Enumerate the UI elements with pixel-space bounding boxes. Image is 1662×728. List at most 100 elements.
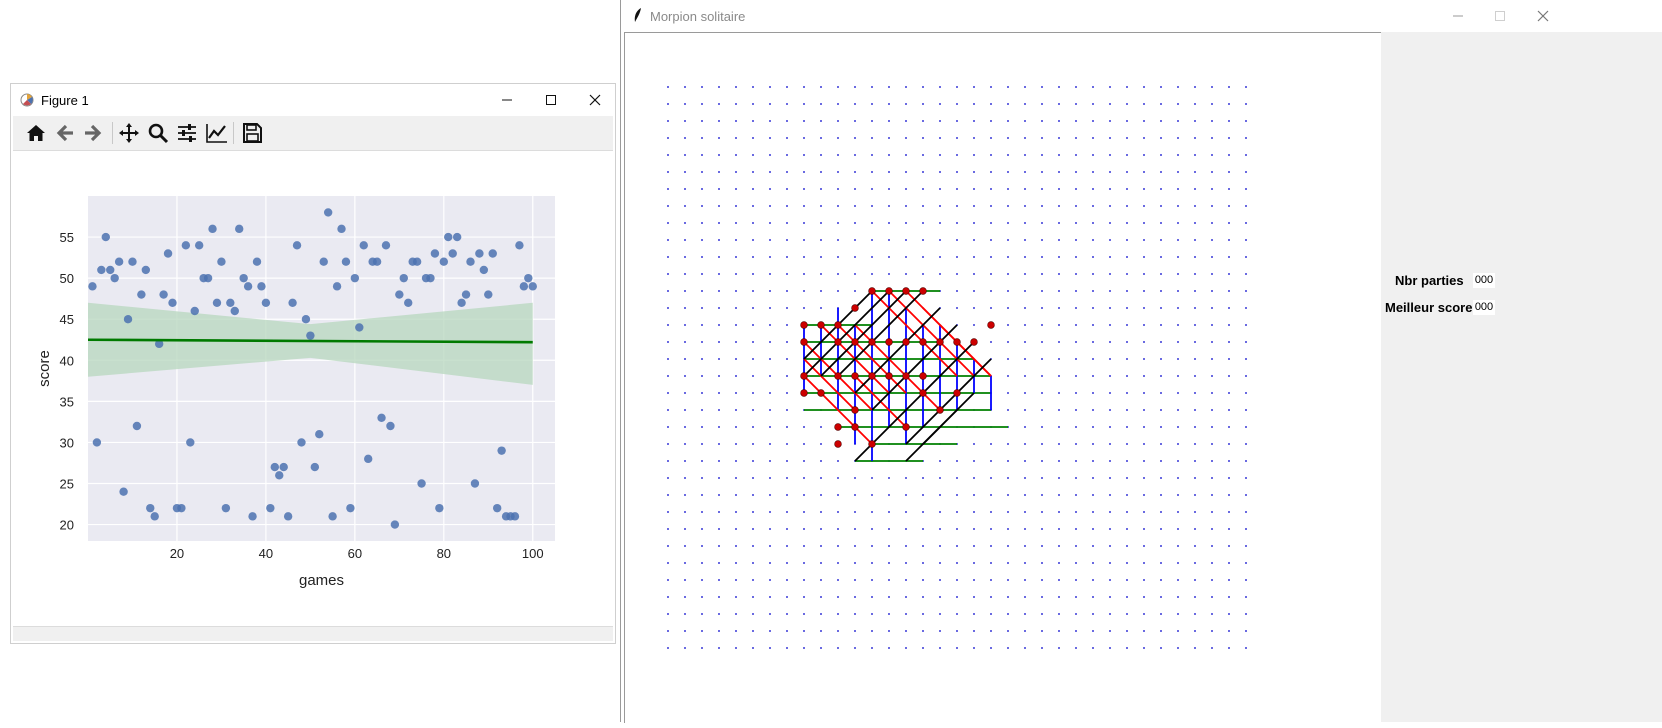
grid-dot bbox=[1194, 647, 1196, 649]
grid-dot bbox=[820, 137, 822, 139]
grid-dot bbox=[939, 460, 941, 462]
grid-dot bbox=[786, 171, 788, 173]
grid-dot bbox=[735, 596, 737, 598]
morpion-titlebar[interactable]: Morpion solitaire bbox=[621, 0, 1662, 32]
grid-dot bbox=[939, 188, 941, 190]
minimize-button[interactable] bbox=[485, 84, 529, 116]
played-point bbox=[800, 372, 808, 380]
grid-dot bbox=[1126, 188, 1128, 190]
figure-canvas[interactable]: 20 40 60 80 100 20 25 30 35 40 45 50 55 games score bbox=[11, 151, 615, 621]
grid-dot bbox=[1024, 137, 1026, 139]
played-point bbox=[800, 389, 808, 397]
close-button[interactable] bbox=[573, 84, 617, 116]
figure-titlebar[interactable]: Figure 1 bbox=[11, 84, 615, 116]
grid-dot bbox=[1058, 324, 1060, 326]
grid-dot bbox=[1024, 562, 1026, 564]
grid-dot bbox=[1160, 137, 1162, 139]
grid-dot bbox=[1092, 460, 1094, 462]
grid-dot bbox=[701, 307, 703, 309]
grid-dot bbox=[1075, 120, 1077, 122]
grid-dot bbox=[1058, 409, 1060, 411]
grid-dot bbox=[786, 630, 788, 632]
home-button[interactable] bbox=[23, 120, 49, 146]
grid-dot bbox=[1160, 290, 1162, 292]
grid-dot bbox=[1177, 239, 1179, 241]
grid-dot bbox=[990, 477, 992, 479]
grid-dot bbox=[1058, 375, 1060, 377]
grid-dot bbox=[1007, 307, 1009, 309]
grid-dot bbox=[667, 154, 669, 156]
grid-dot bbox=[905, 477, 907, 479]
data-point bbox=[359, 241, 368, 250]
grid-dot bbox=[990, 188, 992, 190]
data-point bbox=[319, 257, 328, 266]
grid-dot bbox=[1194, 256, 1196, 258]
grid-dot bbox=[1024, 290, 1026, 292]
played-point bbox=[970, 338, 978, 346]
grid-dot bbox=[871, 545, 873, 547]
pan-button[interactable] bbox=[116, 120, 142, 146]
grid-dot bbox=[990, 562, 992, 564]
grid-dot bbox=[1041, 222, 1043, 224]
data-point bbox=[283, 512, 293, 521]
grid-dot bbox=[820, 494, 822, 496]
played-point bbox=[800, 338, 808, 346]
maximize-button[interactable] bbox=[1478, 0, 1522, 32]
grid-dot bbox=[1109, 443, 1111, 445]
maximize-button[interactable] bbox=[529, 84, 573, 116]
grid-dot bbox=[1126, 256, 1128, 258]
played-point bbox=[936, 406, 944, 414]
morpion-grid[interactable] bbox=[625, 33, 1382, 723]
grid-dot bbox=[1194, 630, 1196, 632]
grid-dot bbox=[1177, 222, 1179, 224]
grid-dot bbox=[735, 256, 737, 258]
grid-dot bbox=[1245, 256, 1247, 258]
close-button[interactable] bbox=[1521, 0, 1565, 32]
grid-dot bbox=[1024, 222, 1026, 224]
grid-dot bbox=[667, 562, 669, 564]
grid-dot bbox=[956, 511, 958, 513]
grid-dot bbox=[1041, 341, 1043, 343]
grid-dot bbox=[735, 630, 737, 632]
back-button[interactable] bbox=[52, 120, 78, 146]
grid-dot bbox=[1058, 579, 1060, 581]
data-point bbox=[239, 273, 248, 283]
game-board[interactable] bbox=[624, 32, 1382, 723]
data-point bbox=[510, 512, 520, 521]
grid-dot bbox=[667, 324, 669, 326]
grid-dot bbox=[701, 511, 703, 513]
grid-dot bbox=[769, 290, 771, 292]
grid-dot bbox=[1211, 120, 1213, 122]
grid-dot bbox=[1245, 596, 1247, 598]
grid-dot bbox=[1245, 528, 1247, 530]
grid-dot bbox=[973, 205, 975, 207]
minimize-button[interactable] bbox=[1436, 0, 1480, 32]
grid-dot bbox=[667, 375, 669, 377]
subplots-button[interactable] bbox=[174, 120, 200, 146]
grid-dot bbox=[905, 103, 907, 105]
data-point bbox=[430, 249, 440, 258]
grid-dot bbox=[1143, 426, 1145, 428]
grid-dot bbox=[701, 443, 703, 445]
forward-button[interactable] bbox=[80, 120, 106, 146]
grid-dot bbox=[1109, 613, 1111, 615]
zoom-button[interactable] bbox=[145, 120, 171, 146]
grid-dot bbox=[1126, 579, 1128, 581]
data-point bbox=[426, 273, 435, 283]
grid-dot bbox=[939, 511, 941, 513]
save-button[interactable] bbox=[239, 120, 265, 146]
grid-dot bbox=[939, 596, 941, 598]
data-point bbox=[466, 257, 475, 266]
data-point bbox=[323, 208, 333, 217]
grid-dot bbox=[922, 239, 924, 241]
grid-dot bbox=[1160, 120, 1162, 122]
grid-dot bbox=[1126, 205, 1128, 207]
grid-dot bbox=[1143, 86, 1145, 88]
grid-dot bbox=[1007, 392, 1009, 394]
grid-dot bbox=[871, 256, 873, 258]
grid-dot bbox=[922, 222, 924, 224]
grid-dot bbox=[1194, 205, 1196, 207]
edit-axis-button[interactable] bbox=[204, 120, 230, 146]
grid-dot bbox=[735, 392, 737, 394]
grid-dot bbox=[1109, 460, 1111, 462]
